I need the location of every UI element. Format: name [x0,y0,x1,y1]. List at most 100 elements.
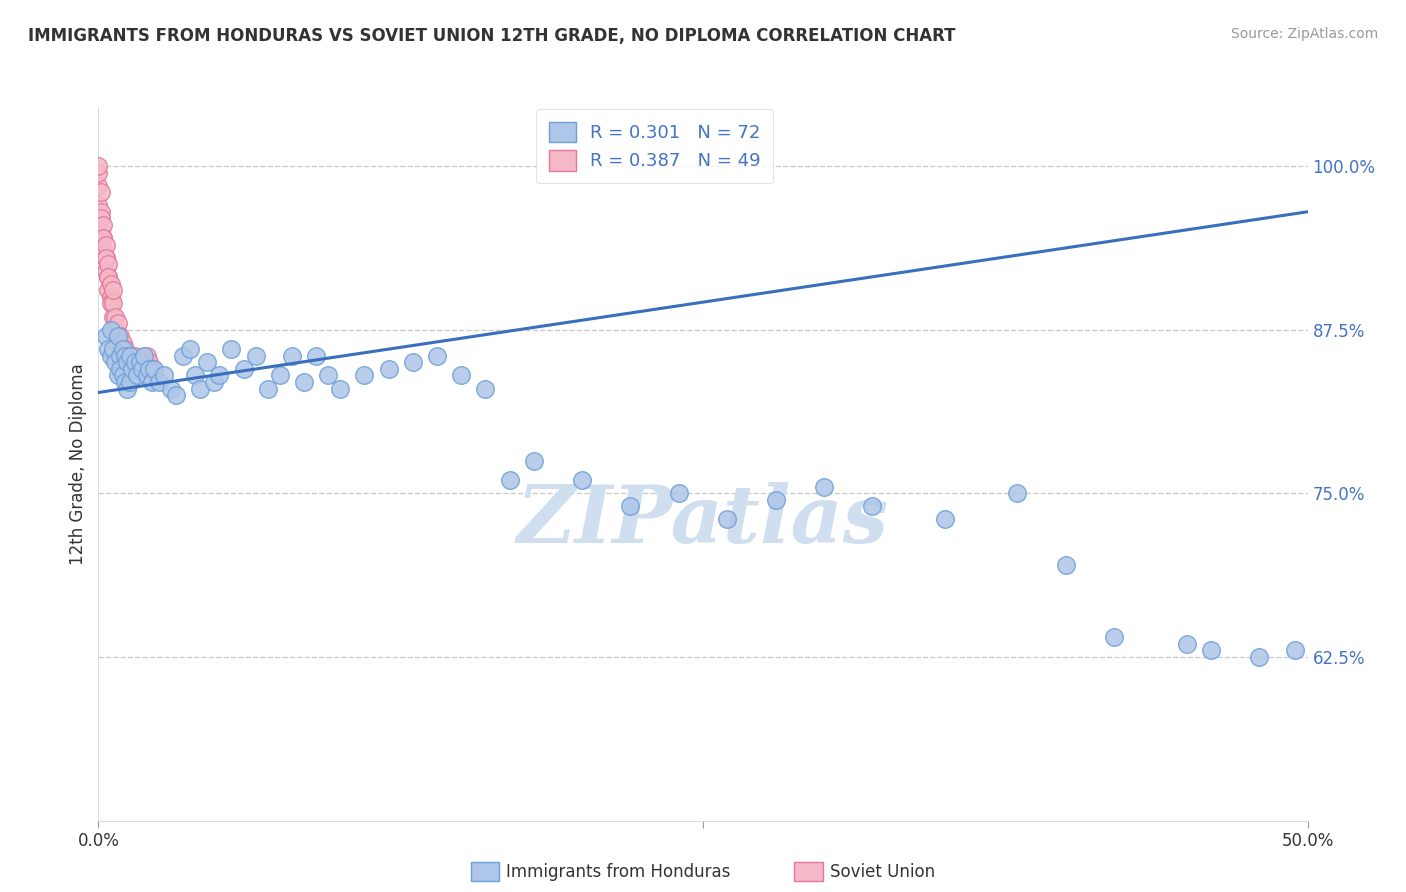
Point [94,263,117,277]
Point [87,211,110,226]
Point [179,343,201,357]
Point [87,198,110,212]
Point [100,323,122,337]
Point [135,368,157,383]
Point [101,343,124,357]
Point [134,349,156,363]
Point [107,316,129,330]
Point [204,375,226,389]
Point [353,368,375,383]
Point [127,368,149,383]
Point [97,257,120,271]
Point [232,362,254,376]
Point [117,349,139,363]
Point [121,362,143,376]
Point [316,368,339,383]
Point [108,349,131,363]
Point [208,368,231,383]
Point [97,270,120,285]
Point [571,473,593,487]
Point [1249,650,1271,665]
Point [148,375,170,389]
Point [118,375,141,389]
Point [1284,643,1306,657]
Point [101,310,124,324]
Point [1007,486,1029,500]
Point [134,362,156,376]
Point [114,355,136,369]
Point [94,237,117,252]
Point [716,512,738,526]
Point [292,375,315,389]
Point [94,251,117,265]
Point [87,159,110,173]
Point [100,349,122,363]
Point [118,355,141,369]
Point [117,355,139,369]
Point [111,349,134,363]
Point [256,382,278,396]
Point [160,382,183,396]
Point [141,375,163,389]
Point [91,244,114,258]
Point [128,362,150,376]
Point [107,368,129,383]
Point [165,388,187,402]
Point [94,251,117,265]
Point [402,355,425,369]
Point [124,349,146,363]
Point [138,355,160,369]
Point [329,382,352,396]
Point [104,323,127,337]
Point [152,368,174,383]
Point [107,329,129,343]
Point [111,335,134,350]
Point [860,500,883,514]
Point [104,310,127,324]
Point [221,343,243,357]
Point [765,492,787,507]
Point [90,204,112,219]
Point [97,343,120,357]
Point [107,329,129,343]
Point [195,355,218,369]
Point [101,284,124,298]
Point [668,486,690,500]
Point [114,343,136,357]
Point [135,349,157,363]
Point [128,355,150,369]
Point [184,368,207,383]
Point [131,362,153,376]
Y-axis label: 12th Grade, No Diploma: 12th Grade, No Diploma [69,363,87,565]
Point [474,382,496,396]
Point [114,349,136,363]
Point [426,349,449,363]
Point [100,296,122,310]
Point [131,355,153,369]
Point [108,329,131,343]
Point [138,362,160,376]
Point [101,296,124,310]
Point [188,382,211,396]
Point [111,343,134,357]
Text: ZIPatlas: ZIPatlas [517,483,889,559]
Point [619,500,641,514]
Point [108,362,131,376]
Point [100,277,122,291]
Point [934,512,956,526]
Point [94,329,117,343]
Text: Source: ZipAtlas.com: Source: ZipAtlas.com [1230,27,1378,41]
Point [813,480,835,494]
Point [245,349,267,363]
Point [1199,643,1222,657]
Point [118,349,141,363]
Point [523,453,546,467]
Point [143,362,166,376]
Point [87,178,110,193]
Point [1175,637,1198,651]
Point [90,224,112,238]
Point [172,349,194,363]
Point [141,362,163,376]
Point [498,473,520,487]
Text: Immigrants from Honduras: Immigrants from Honduras [506,863,731,881]
